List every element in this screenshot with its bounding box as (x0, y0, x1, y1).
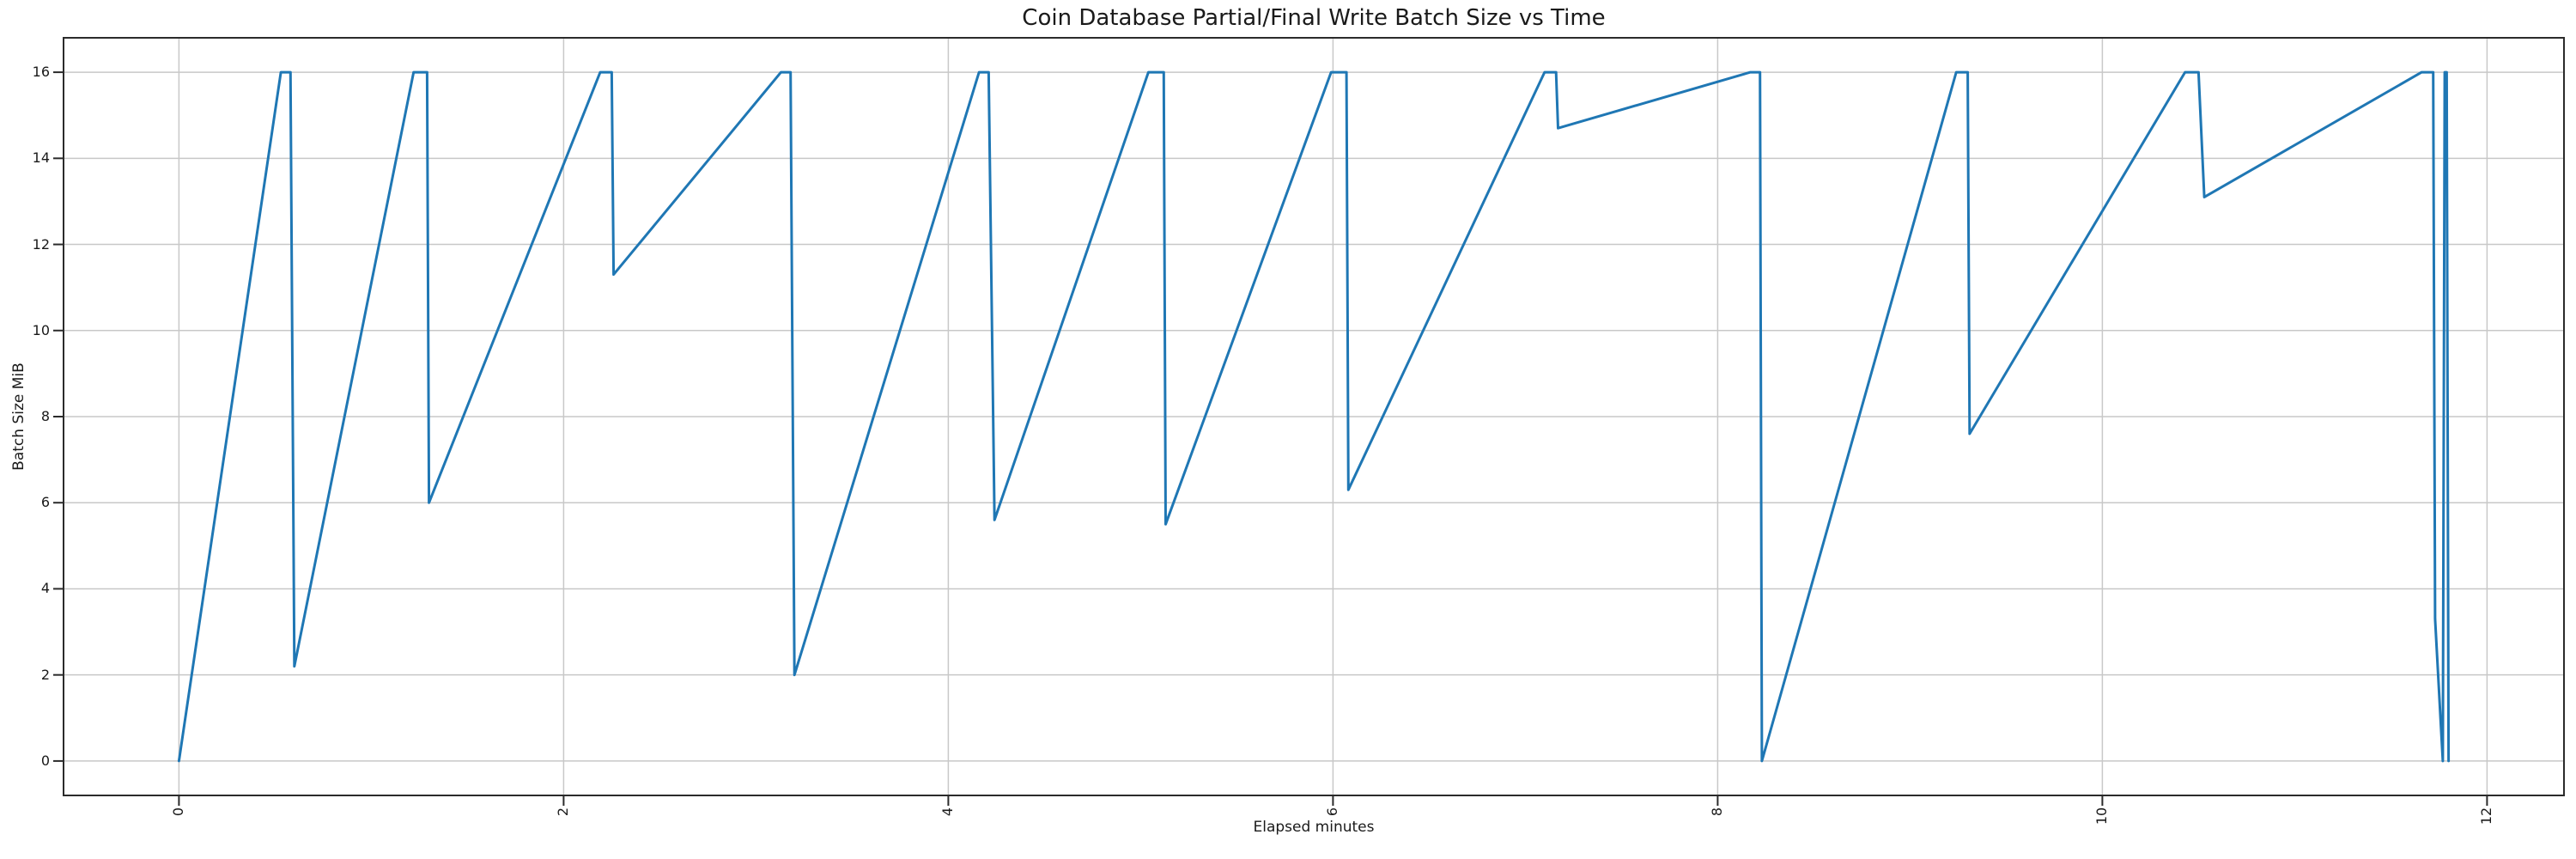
batch-size-line (177, 70, 2451, 763)
y-tick-label: 10 (32, 321, 50, 338)
y-tick-label: 2 (40, 666, 50, 683)
y-tick-label: 6 (40, 494, 50, 511)
x-tick-label: 6 (1324, 807, 1341, 817)
y-axis-label: Batch Size MiB (9, 362, 27, 471)
x-tick-label: 8 (1709, 807, 1726, 817)
y-tick-label: 8 (40, 408, 50, 424)
y-tick-label: 4 (40, 580, 50, 597)
x-axis-label: Elapsed minutes (1253, 819, 1375, 836)
y-tick-label: 0 (40, 752, 50, 769)
chart-title: Coin Database Partial/Final Write Batch … (1022, 5, 1606, 31)
x-tick-label: 2 (555, 807, 572, 817)
y-tick-label: 14 (32, 149, 50, 167)
x-tick-label: 4 (939, 807, 957, 817)
y-tick-label: 12 (32, 235, 50, 253)
x-tick-label: 0 (170, 807, 187, 817)
x-tick-label: 12 (2478, 807, 2495, 825)
y-tick-label: 16 (32, 64, 50, 81)
x-tick-label: 10 (2093, 807, 2111, 825)
